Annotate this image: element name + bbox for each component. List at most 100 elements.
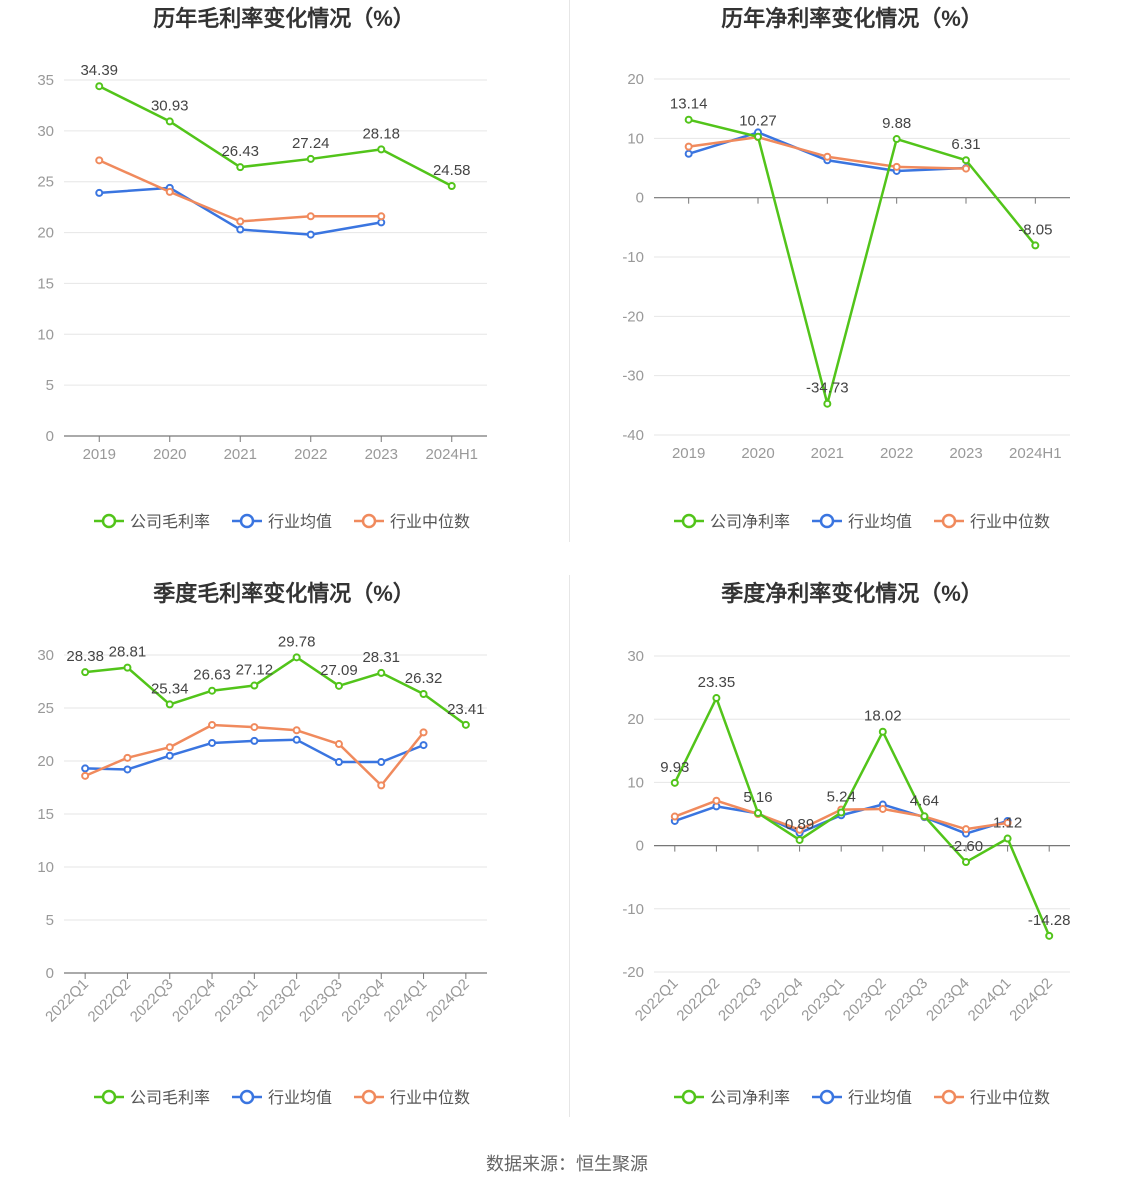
data-point-avg[interactable]: [250, 736, 259, 745]
data-label: -2.60: [949, 838, 983, 855]
data-point-median[interactable]: [823, 152, 832, 161]
data-point-company[interactable]: [306, 154, 315, 163]
data-point-company[interactable]: [670, 778, 679, 787]
data-point-company[interactable]: [334, 681, 343, 690]
data-point-median[interactable]: [334, 740, 343, 749]
data-point-median[interactable]: [208, 720, 217, 729]
chart-title: 季度净利率变化情况（%）: [721, 581, 983, 606]
data-point-company[interactable]: [920, 812, 929, 821]
data-point-median[interactable]: [684, 142, 693, 151]
data-point-median[interactable]: [81, 771, 90, 780]
data-label: 28.38: [66, 648, 104, 665]
data-point-company[interactable]: [419, 690, 428, 699]
data-point-company[interactable]: [1031, 241, 1040, 250]
data-point-avg[interactable]: [236, 225, 245, 234]
data-point-median[interactable]: [892, 162, 901, 171]
data-point-company[interactable]: [1045, 931, 1054, 940]
x-tick-label: 2022Q4: [757, 975, 807, 1025]
data-point-avg[interactable]: [377, 218, 386, 227]
legend-item-median[interactable]: 行业中位数: [354, 1089, 470, 1107]
data-point-company[interactable]: [123, 663, 132, 672]
legend-item-company[interactable]: 公司毛利率: [94, 513, 210, 531]
data-point-median[interactable]: [95, 156, 104, 165]
data-point-company[interactable]: [461, 720, 470, 729]
data-point-company[interactable]: [447, 181, 456, 190]
legend-item-avg[interactable]: 行业均值: [232, 1089, 332, 1107]
data-point-median[interactable]: [165, 187, 174, 196]
data-point-company[interactable]: [684, 115, 693, 124]
x-tick-label: 2020: [153, 446, 186, 463]
data-point-company[interactable]: [95, 82, 104, 91]
data-point-company[interactable]: [712, 694, 721, 703]
data-label: 27.24: [292, 135, 330, 152]
data-point-median[interactable]: [306, 212, 315, 221]
data-point-company[interactable]: [1003, 834, 1012, 843]
legend-label: 行业均值: [268, 1089, 332, 1107]
y-tick-label: 30: [627, 648, 644, 665]
data-point-median[interactable]: [1003, 818, 1012, 827]
data-point-company[interactable]: [165, 700, 174, 709]
data-point-median[interactable]: [962, 825, 970, 834]
data-point-company[interactable]: [81, 668, 90, 677]
data-point-company[interactable]: [377, 668, 386, 677]
data-label: 23.35: [698, 674, 736, 691]
data-point-median[interactable]: [962, 164, 970, 173]
chart-svg: 历年毛利率变化情况（%） 0 5 10 15 20 25 30 35 2019 2020 2021 20…: [37, 6, 487, 531]
data-label: 5.16: [743, 789, 772, 806]
data-point-median[interactable]: [236, 217, 245, 226]
data-point-company[interactable]: [754, 132, 762, 141]
divider-bottom: [569, 575, 570, 1117]
legend-item-company[interactable]: 公司净利率: [674, 1089, 790, 1107]
data-point-company[interactable]: [165, 117, 174, 126]
data-label: 23.41: [447, 701, 485, 718]
data-point-company[interactable]: [892, 135, 901, 144]
legend-item-avg[interactable]: 行业均值: [812, 1089, 912, 1107]
data-point-company[interactable]: [208, 686, 217, 695]
data-point-company[interactable]: [236, 163, 245, 172]
data-label: 25.34: [151, 680, 189, 697]
legend-item-avg[interactable]: 行业均值: [812, 513, 912, 531]
data-point-median[interactable]: [292, 726, 301, 735]
data-point-avg[interactable]: [81, 764, 90, 773]
data-point-median[interactable]: [377, 781, 386, 790]
data-point-median[interactable]: [377, 212, 386, 221]
data-point-avg[interactable]: [95, 188, 104, 197]
data-point-median[interactable]: [712, 796, 721, 805]
legend-item-median[interactable]: 行业中位数: [354, 513, 470, 531]
data-point-avg[interactable]: [419, 741, 428, 750]
data-point-avg[interactable]: [292, 735, 301, 744]
data-point-company[interactable]: [823, 399, 832, 408]
data-point-median[interactable]: [250, 723, 259, 732]
data-point-company[interactable]: [250, 681, 259, 690]
data-point-company[interactable]: [837, 808, 846, 817]
y-tick-label: -10: [622, 249, 644, 266]
data-label: 9.88: [882, 115, 911, 132]
data-point-avg[interactable]: [123, 765, 132, 774]
data-point-median[interactable]: [419, 728, 428, 737]
legend-item-median[interactable]: 行业中位数: [934, 1089, 1050, 1107]
data-point-median[interactable]: [795, 825, 804, 834]
data-point-company[interactable]: [962, 156, 970, 165]
legend-item-company[interactable]: 公司毛利率: [94, 1089, 210, 1107]
data-point-median[interactable]: [878, 804, 887, 813]
data-label: 4.64: [910, 792, 939, 809]
data-point-avg[interactable]: [684, 149, 693, 158]
data-point-avg[interactable]: [306, 230, 315, 239]
data-point-company[interactable]: [795, 835, 804, 844]
data-point-median[interactable]: [670, 812, 679, 821]
data-point-avg[interactable]: [165, 751, 174, 760]
data-point-avg[interactable]: [334, 758, 343, 767]
data-label: 28.81: [109, 644, 147, 661]
data-point-avg[interactable]: [208, 738, 217, 747]
legend-item-avg[interactable]: 行业均值: [232, 513, 332, 531]
data-point-company[interactable]: [878, 727, 887, 736]
data-point-company[interactable]: [754, 808, 762, 817]
legend-item-company[interactable]: 公司净利率: [674, 513, 790, 531]
data-point-company[interactable]: [962, 858, 970, 867]
legend-item-median[interactable]: 行业中位数: [934, 513, 1050, 531]
data-point-company[interactable]: [292, 653, 301, 662]
data-point-company[interactable]: [377, 145, 386, 154]
data-point-avg[interactable]: [377, 758, 386, 767]
data-point-median[interactable]: [165, 743, 174, 752]
data-point-median[interactable]: [123, 753, 132, 762]
